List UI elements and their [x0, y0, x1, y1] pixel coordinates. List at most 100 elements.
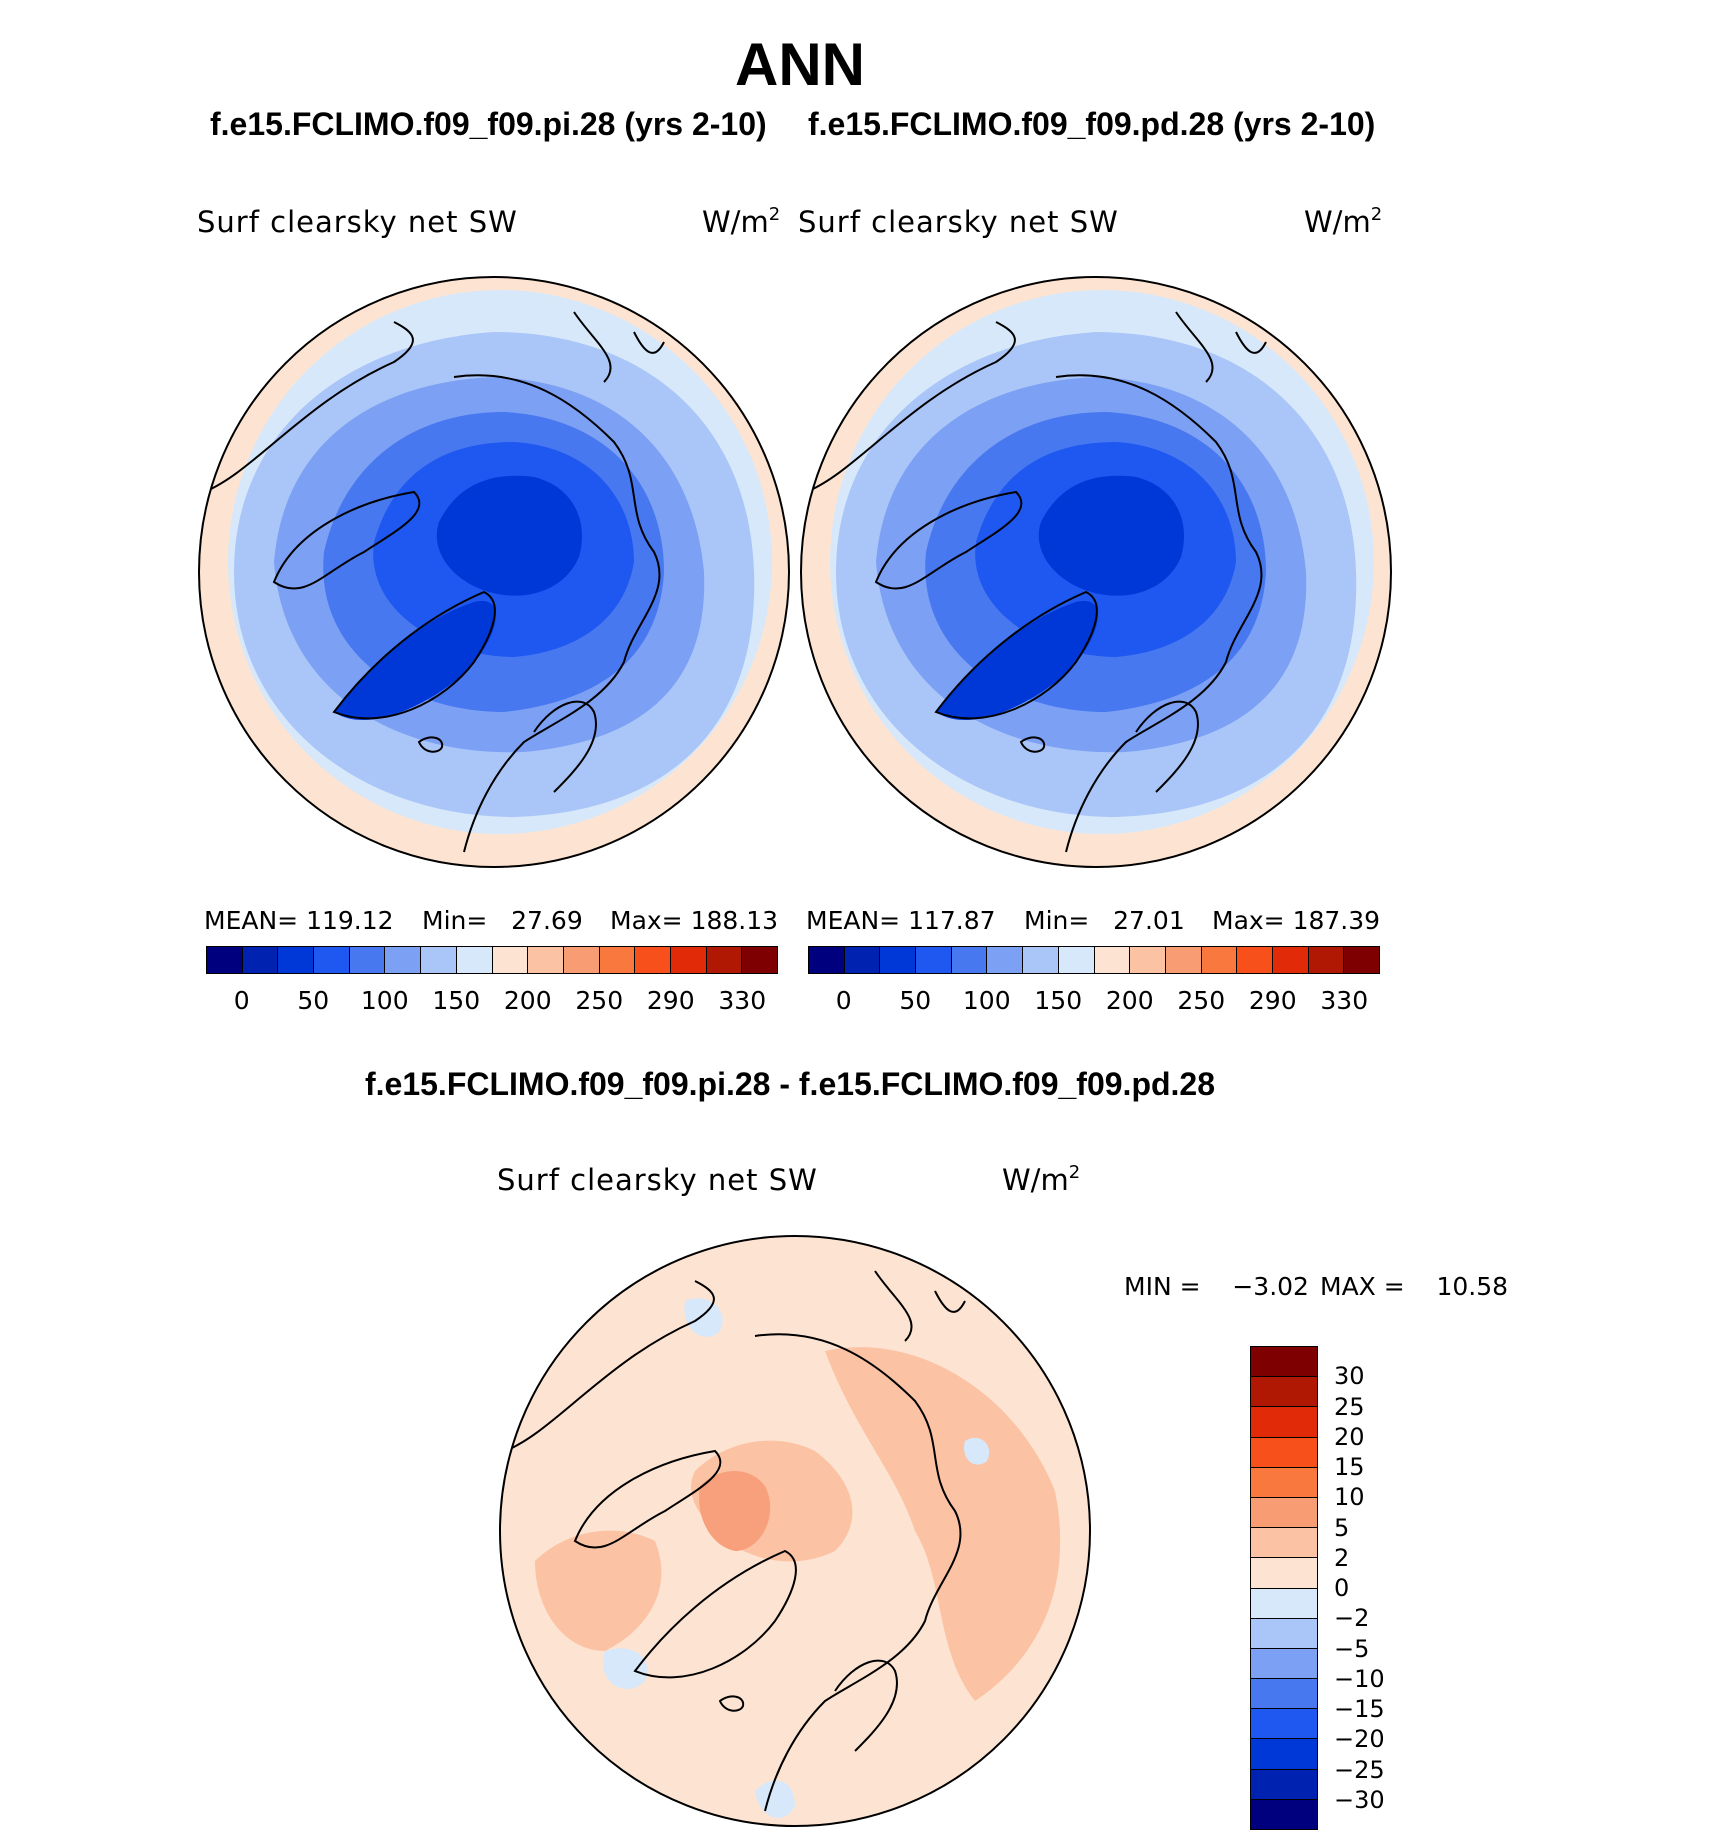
colorbar-swatch — [528, 947, 564, 973]
colorbar-swatch — [1272, 947, 1309, 973]
colorbar-tick-label: 15 — [1334, 1453, 1365, 1481]
colorbar-swatch — [278, 947, 315, 973]
colorbar-tick-label: 0 — [1334, 1574, 1350, 1602]
left-colorbar — [206, 946, 778, 974]
colorbar-swatch — [349, 947, 386, 973]
colorbar-swatch — [1251, 1467, 1317, 1498]
left-min-stat: Min= 27.69 — [422, 906, 583, 935]
coastline-canada-archipelago — [272, 490, 421, 590]
colorbar-tick-label: 330 — [718, 986, 767, 1015]
coastline-eurasia — [453, 374, 661, 853]
diff-units-label: W/m2 — [1002, 1162, 1081, 1197]
colorbar-tick-label: 0 — [835, 986, 852, 1015]
diff-variable-label: Surf clearsky net SW — [497, 1163, 818, 1197]
coastline-eurasia — [754, 1333, 962, 1812]
colorbar-tick-label: 10 — [1334, 1483, 1365, 1512]
coastline-iceland — [417, 736, 444, 753]
colorbar-swatch — [1237, 947, 1273, 973]
case-title-left: f.e15.FCLIMO.f09_f09.pi.28 (yrs 2-10) — [210, 106, 767, 142]
right-max-stat: Max= 187.39 — [1212, 906, 1381, 935]
colorbar-swatch — [1251, 1648, 1317, 1680]
coastline-scandinavia — [834, 1659, 898, 1752]
colorbar-swatch — [421, 947, 457, 973]
colorbar-tick-label: 290 — [1248, 986, 1297, 1015]
coastline-greenland — [633, 1549, 797, 1679]
right-colorbar — [808, 946, 1380, 974]
colorbar-tick-label: 50 — [297, 986, 330, 1015]
colorbar-tick-label: −15 — [1334, 1695, 1385, 1723]
coastline-canada-archipelago — [874, 490, 1023, 590]
colorbar-swatch — [1308, 947, 1345, 973]
right-polar-map — [800, 276, 1392, 868]
coastline-canada-archipelago — [573, 1449, 722, 1549]
diff-colorbar — [1250, 1346, 1318, 1830]
colorbar-tick-label: −2 — [1334, 1604, 1370, 1633]
colorbar-swatch — [492, 947, 529, 973]
colorbar-swatch — [599, 947, 636, 973]
colorbar-swatch — [1251, 1437, 1317, 1468]
colorbar-tick-label: −25 — [1334, 1755, 1385, 1784]
colorbar-swatch — [1344, 947, 1379, 973]
diff-negative-patch-4 — [964, 1437, 990, 1465]
colorbar-swatch — [1165, 947, 1202, 973]
colorbar-swatch — [1251, 1588, 1317, 1619]
coastline-scandinavia — [1135, 700, 1199, 793]
colorbar-swatch — [1251, 1618, 1317, 1649]
difference-title: f.e15.FCLIMO.f09_f09.pi.28 - f.e15.FCLIM… — [364, 1066, 1216, 1102]
left-polar-map — [198, 276, 790, 868]
colorbar-swatch — [1058, 947, 1095, 973]
colorbar-tick-label: 250 — [1177, 986, 1226, 1015]
case-title-right: f.e15.FCLIMO.f09_f09.pd.28 (yrs 2-10) — [808, 106, 1376, 142]
colorbar-swatch — [1251, 1679, 1317, 1710]
colorbar-swatch — [951, 947, 988, 973]
colorbar-swatch — [1251, 1377, 1317, 1408]
left-mean-stat: MEAN= 119.12 — [204, 906, 394, 935]
contour-25-pole — [436, 475, 582, 596]
colorbar-swatch — [1251, 1799, 1317, 1829]
contour-25-pole — [1038, 475, 1184, 596]
colorbar-swatch — [207, 947, 243, 973]
right-units-label: W/m2 — [1304, 204, 1383, 239]
colorbar-tick-label: 50 — [899, 986, 932, 1015]
colorbar-swatch — [742, 947, 777, 973]
colorbar-swatch — [1201, 947, 1238, 973]
diff-positive-region-east — [825, 1347, 1061, 1701]
colorbar-tick-label: 150 — [432, 986, 481, 1015]
colorbar-tick-label: 200 — [1105, 986, 1154, 1015]
diff-max-stat: MAX = 10.58 — [1320, 1272, 1509, 1301]
colorbar-swatch — [1094, 947, 1131, 973]
coastline-scandinavia — [533, 700, 597, 793]
colorbar-swatch — [385, 947, 422, 973]
colorbar-swatch — [670, 947, 707, 973]
colorbar-tick-label: 100 — [360, 986, 409, 1015]
colorbar-swatch — [706, 947, 743, 973]
colorbar-swatch — [1251, 1497, 1317, 1529]
colorbar-swatch — [880, 947, 917, 973]
right-min-stat: Min= 27.01 — [1024, 906, 1185, 935]
colorbar-swatch — [1251, 1347, 1317, 1378]
colorbar-swatch — [635, 947, 671, 973]
colorbar-tick-label: 5 — [1334, 1513, 1350, 1542]
difference-polar-map — [499, 1235, 1091, 1827]
left-units-label: W/m2 — [702, 204, 781, 239]
colorbar-swatch — [1251, 1709, 1317, 1740]
coastline-alaska — [1175, 311, 1267, 383]
coastline-alaska — [573, 311, 665, 383]
colorbar-tick-label: 100 — [962, 986, 1011, 1015]
colorbar-swatch — [242, 947, 279, 973]
coastline-north-america — [805, 321, 1016, 493]
colorbar-tick-label: −30 — [1334, 1785, 1385, 1814]
colorbar-swatch — [1130, 947, 1166, 973]
coastline-alaska — [874, 1270, 966, 1342]
right-variable-label: Surf clearsky net SW — [798, 205, 1119, 239]
colorbar-tick-label: 200 — [503, 986, 552, 1015]
contour-25-greenland — [334, 600, 496, 721]
colorbar-swatch — [563, 947, 600, 973]
colorbar-swatch — [1251, 1769, 1317, 1800]
colorbar-tick-label: 290 — [646, 986, 695, 1015]
coastline-eurasia — [1055, 374, 1263, 853]
right-mean-stat: MEAN= 117.87 — [806, 906, 996, 935]
colorbar-tick-label: 250 — [575, 986, 624, 1015]
colorbar-swatch — [1023, 947, 1059, 973]
contour-25-greenland — [936, 600, 1098, 721]
